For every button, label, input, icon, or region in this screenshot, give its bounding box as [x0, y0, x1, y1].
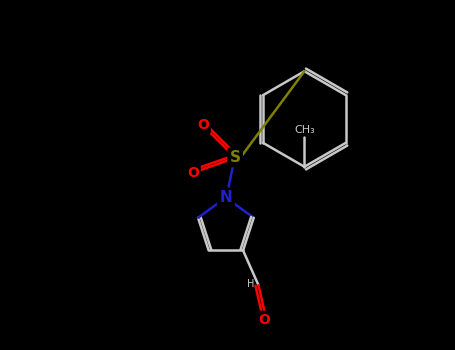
- Text: O: O: [187, 166, 199, 180]
- Text: O: O: [259, 313, 271, 327]
- Text: N: N: [219, 190, 232, 205]
- Text: N: N: [219, 190, 232, 205]
- Text: S: S: [230, 150, 241, 165]
- Text: CH₃: CH₃: [294, 125, 315, 135]
- Text: H: H: [247, 279, 254, 289]
- Text: O: O: [197, 118, 209, 132]
